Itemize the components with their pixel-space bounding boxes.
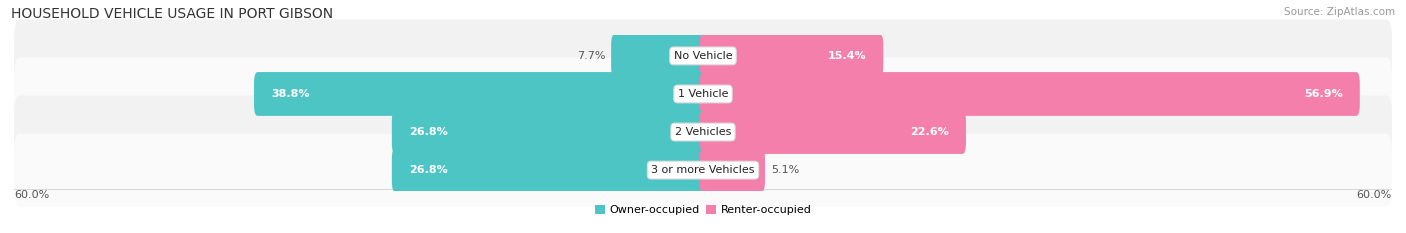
Text: 7.7%: 7.7% [576, 51, 606, 61]
FancyBboxPatch shape [700, 110, 966, 154]
Text: No Vehicle: No Vehicle [673, 51, 733, 61]
FancyBboxPatch shape [14, 96, 1392, 169]
Text: 38.8%: 38.8% [271, 89, 309, 99]
Text: 60.0%: 60.0% [14, 190, 49, 200]
Text: 26.8%: 26.8% [409, 127, 447, 137]
FancyBboxPatch shape [700, 72, 1360, 116]
Legend: Owner-occupied, Renter-occupied: Owner-occupied, Renter-occupied [591, 201, 815, 220]
Text: 5.1%: 5.1% [770, 165, 799, 175]
FancyBboxPatch shape [700, 148, 765, 192]
Text: 3 or more Vehicles: 3 or more Vehicles [651, 165, 755, 175]
Text: 2 Vehicles: 2 Vehicles [675, 127, 731, 137]
FancyBboxPatch shape [14, 57, 1392, 130]
FancyBboxPatch shape [14, 19, 1392, 93]
Text: 1 Vehicle: 1 Vehicle [678, 89, 728, 99]
Text: 22.6%: 22.6% [910, 127, 949, 137]
FancyBboxPatch shape [254, 72, 706, 116]
FancyBboxPatch shape [392, 110, 706, 154]
FancyBboxPatch shape [14, 134, 1392, 207]
FancyBboxPatch shape [392, 148, 706, 192]
FancyBboxPatch shape [700, 34, 883, 78]
Text: 26.8%: 26.8% [409, 165, 447, 175]
FancyBboxPatch shape [612, 34, 706, 78]
Text: Source: ZipAtlas.com: Source: ZipAtlas.com [1284, 7, 1395, 17]
Text: 60.0%: 60.0% [1357, 190, 1392, 200]
Text: 15.4%: 15.4% [827, 51, 866, 61]
Text: 56.9%: 56.9% [1303, 89, 1343, 99]
Text: HOUSEHOLD VEHICLE USAGE IN PORT GIBSON: HOUSEHOLD VEHICLE USAGE IN PORT GIBSON [11, 7, 333, 21]
